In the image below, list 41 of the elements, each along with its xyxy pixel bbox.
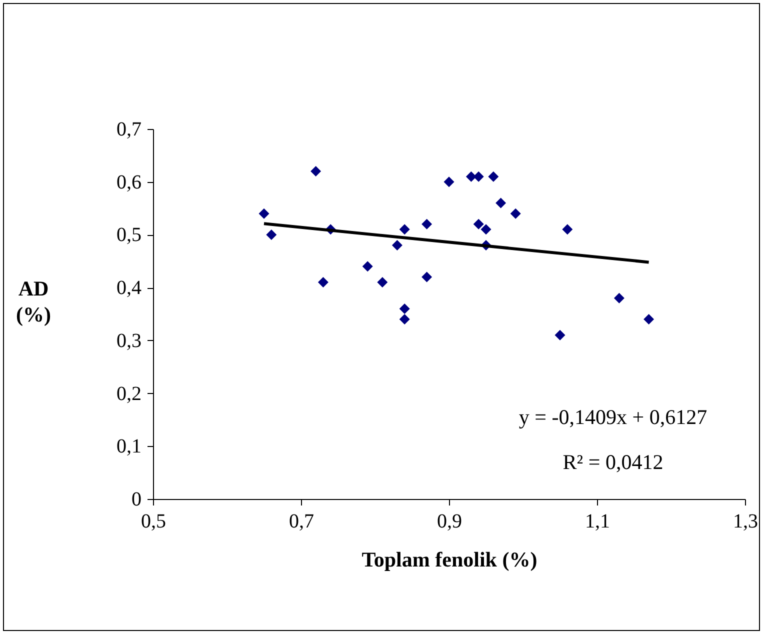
point (362, 261, 373, 272)
x-tick-label: 0,9 (437, 510, 462, 532)
x-tick-label: 0,7 (289, 510, 314, 532)
y-tick-label: 0,1 (116, 436, 142, 458)
y-tick-label: 0,4 (116, 277, 142, 300)
x-tick-label: 0,5 (141, 510, 166, 532)
y-tick-label: 0,7 (116, 118, 142, 140)
point (466, 171, 476, 182)
point (399, 314, 410, 325)
y-tick-label: 0 (132, 488, 142, 510)
y-tick-label: 0,3 (116, 330, 142, 352)
point (310, 166, 322, 177)
point (258, 208, 270, 219)
point (562, 224, 573, 235)
point (614, 292, 624, 304)
point (480, 224, 492, 235)
point (422, 272, 432, 282)
point (392, 240, 402, 251)
point (510, 208, 521, 219)
point (473, 171, 484, 182)
y-tick-label: 0,5 (116, 224, 142, 246)
point (488, 171, 499, 182)
annotation: R² = 0,0412 (562, 450, 664, 474)
y-axis-title: AD (%) (16, 276, 51, 326)
y-tick-label: 0,2 (116, 382, 142, 405)
point (644, 314, 654, 325)
y-tick-label: 0,6 (116, 171, 142, 194)
point (266, 229, 277, 240)
x-tick-label: 1,3 (733, 510, 758, 532)
point (496, 198, 506, 208)
point (377, 277, 388, 288)
point (422, 218, 432, 230)
point (399, 224, 410, 235)
point (318, 277, 328, 288)
x-tick-label: 1,1 (585, 510, 610, 532)
point (444, 176, 454, 188)
point (399, 303, 410, 314)
point (473, 218, 484, 230)
point (554, 330, 566, 340)
x-axis-title: Toplam fenolik (%) (362, 548, 538, 572)
annotation: y = -0,1409x + 0,6127 (518, 405, 708, 429)
